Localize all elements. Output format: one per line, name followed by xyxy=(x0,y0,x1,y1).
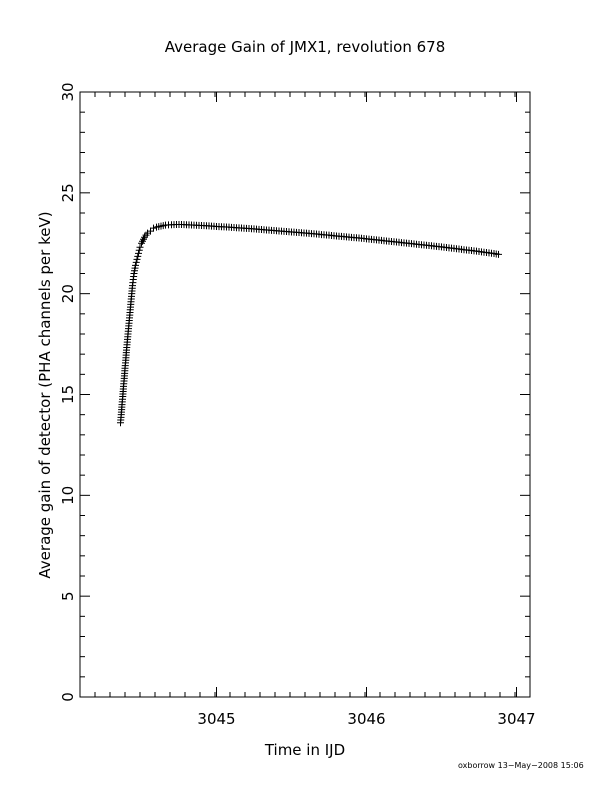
x-tick-label: 3047 xyxy=(497,710,535,728)
y-axis: 0 5 10 15 20 25 30 xyxy=(59,82,530,702)
x-axis-label: Time in IJD xyxy=(264,741,345,759)
data-point xyxy=(132,261,139,269)
data-point xyxy=(495,250,502,258)
x-tick-label: 3046 xyxy=(347,710,385,728)
chart-title: Average Gain of JMX1, revolution 678 xyxy=(165,38,446,56)
minor-ticks xyxy=(80,92,530,697)
data-point xyxy=(150,224,157,232)
data-point xyxy=(136,243,144,251)
data-point-marker xyxy=(134,252,142,260)
data-point-marker xyxy=(132,258,140,266)
data-point-marker xyxy=(135,246,143,254)
y-tick-label: 30 xyxy=(59,82,77,101)
y-tick-label: 20 xyxy=(59,284,77,303)
plot-frame xyxy=(79,91,531,698)
y-axis-label: Average gain of detector (PHA channels p… xyxy=(36,211,54,578)
data-point xyxy=(147,227,154,235)
data-series xyxy=(117,220,502,427)
plot-credit: oxborrow 13−May−2008 15:06 xyxy=(458,761,584,770)
data-point xyxy=(135,249,142,257)
x-tick-label: 3045 xyxy=(197,710,235,728)
y-tick-label: 10 xyxy=(59,486,77,505)
y-tick-label: 5 xyxy=(59,591,77,601)
data-point xyxy=(133,255,141,263)
y-tick-label: 0 xyxy=(59,692,77,702)
y-tick-label: 25 xyxy=(59,183,77,202)
x-axis: 3045 3046 3047 xyxy=(197,92,536,728)
y-tick-label: 15 xyxy=(59,385,77,404)
